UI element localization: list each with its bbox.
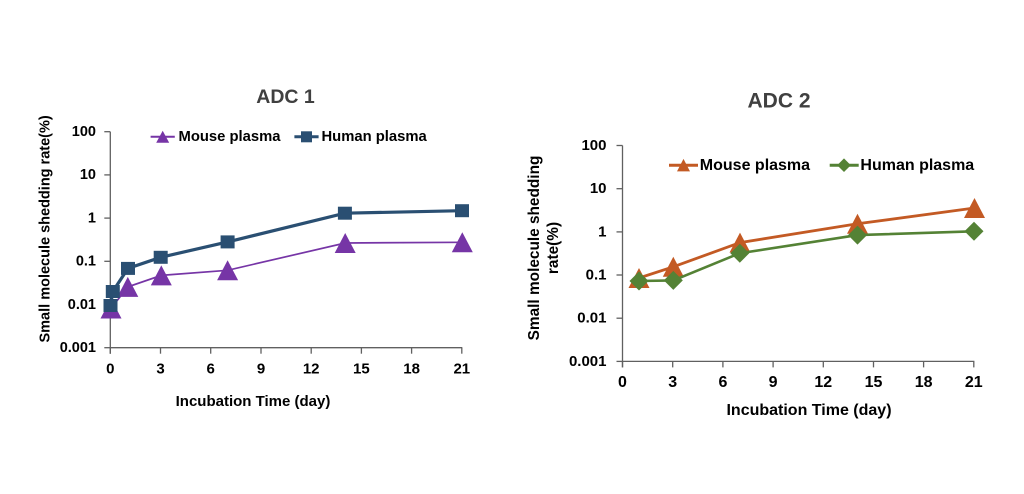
svg-text:6: 6	[207, 360, 215, 377]
svg-text:6: 6	[718, 374, 727, 391]
svg-text:Incubation Time (day): Incubation Time (day)	[176, 393, 331, 410]
svg-text:ADC 2: ADC 2	[747, 89, 810, 112]
svg-text:100: 100	[72, 124, 96, 140]
svg-text:Mouse plasma: Mouse plasma	[700, 157, 810, 174]
svg-text:10: 10	[590, 180, 607, 197]
svg-text:Human plasma: Human plasma	[322, 129, 428, 145]
svg-text:ADC 1: ADC 1	[256, 86, 315, 108]
svg-text:1: 1	[598, 223, 606, 240]
svg-text:Incubation Time (day): Incubation Time (day)	[726, 402, 891, 419]
svg-text:0.1: 0.1	[586, 266, 607, 283]
svg-text:18: 18	[915, 374, 933, 391]
svg-text:100: 100	[581, 137, 606, 154]
svg-text:18: 18	[403, 360, 420, 377]
svg-text:0.1: 0.1	[76, 254, 96, 270]
svg-text:10: 10	[80, 167, 96, 183]
svg-text:9: 9	[769, 374, 778, 391]
svg-text:0.001: 0.001	[60, 340, 96, 356]
svg-text:0: 0	[106, 360, 114, 377]
svg-text:Small molecule shedding rate(%: Small molecule shedding rate(%)	[38, 115, 54, 342]
svg-text:21: 21	[965, 374, 983, 391]
svg-text:3: 3	[156, 360, 164, 377]
svg-text:Small molecule shedding: Small molecule shedding	[526, 156, 543, 341]
svg-text:rate(%): rate(%)	[545, 222, 562, 274]
svg-text:9: 9	[257, 360, 265, 377]
svg-text:12: 12	[303, 360, 320, 377]
svg-text:15: 15	[865, 374, 883, 391]
svg-text:Mouse plasma: Mouse plasma	[179, 129, 282, 145]
svg-text:15: 15	[353, 360, 370, 377]
svg-text:21: 21	[453, 360, 470, 377]
svg-text:0.01: 0.01	[68, 297, 96, 313]
svg-text:3: 3	[668, 374, 677, 391]
svg-text:1: 1	[88, 210, 96, 226]
svg-text:0: 0	[618, 374, 627, 391]
svg-text:12: 12	[814, 374, 832, 391]
svg-text:Human plasma: Human plasma	[860, 157, 974, 174]
svg-text:0.01: 0.01	[577, 310, 606, 327]
svg-text:0.001: 0.001	[569, 353, 607, 370]
